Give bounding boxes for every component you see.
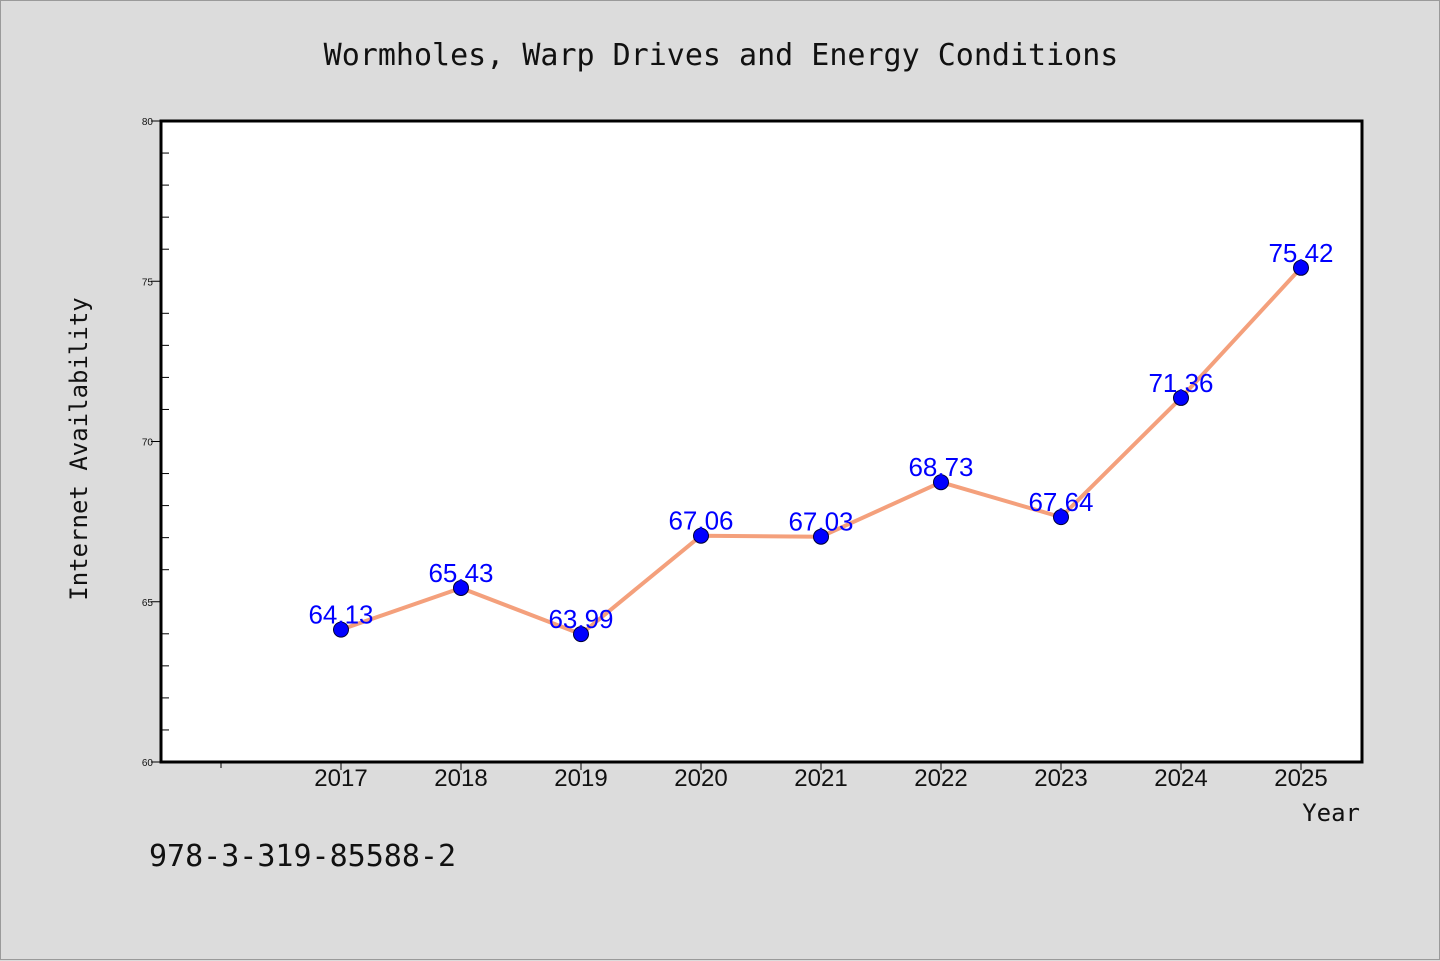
data-point: [813, 528, 829, 545]
y-tick-label: 70: [142, 438, 154, 449]
data-label: 67.64: [1028, 487, 1093, 517]
data-label: 68.73: [908, 452, 973, 482]
y-tick-label: 75: [142, 277, 154, 288]
data-point: [933, 474, 949, 491]
data-point: [1173, 389, 1189, 406]
y-axis: 60 65 70 75 80: [142, 117, 169, 769]
x-tick-label: 2021: [794, 765, 847, 792]
x-tick-label: 2022: [914, 765, 967, 792]
data-label: 71.36: [1148, 368, 1213, 398]
x-tick-label: 2019: [554, 765, 607, 792]
x-axis: 2017 2018 2019 2020 2021 2022 2023 2024 2025: [220, 762, 1328, 792]
x-tick-label: 2023: [1034, 765, 1087, 792]
data-point: [1293, 259, 1309, 276]
data-point: [573, 626, 589, 643]
data-label: 65.43: [428, 558, 493, 588]
x-tick-label: 2020: [674, 765, 727, 792]
data-label: 75.42: [1268, 238, 1333, 268]
data-point: [453, 579, 469, 596]
data-point: [1053, 509, 1069, 526]
data-point: [693, 527, 709, 544]
y-tick-label: 60: [142, 758, 154, 769]
x-tick-label: 2024: [1154, 765, 1207, 792]
data-point: [333, 621, 349, 638]
y-tick-label: 80: [142, 117, 154, 128]
plot-area: [159, 119, 1364, 764]
x-tick-label: 2018: [434, 765, 487, 792]
y-axis-label: Internet Availability: [65, 297, 93, 600]
data-label: 67.03: [788, 507, 853, 537]
data-label: 63.99: [548, 604, 613, 634]
data-label: 67.06: [668, 506, 733, 536]
x-axis-label: Year: [1302, 799, 1360, 827]
series-layer: 64.13 65.43 63.99 67.06 67.03 68.73 67.64 71.36…: [308, 238, 1334, 643]
chart-title: Wormholes, Warp Drives and Energy Condit…: [324, 38, 1119, 73]
y-tick-label: 65: [142, 598, 154, 609]
data-label: 64.13: [308, 600, 373, 630]
x-tick-label: 2017: [314, 765, 367, 792]
isbn-text: 978-3-319-85588-2: [149, 839, 456, 874]
x-tick-label: 2025: [1274, 765, 1327, 792]
